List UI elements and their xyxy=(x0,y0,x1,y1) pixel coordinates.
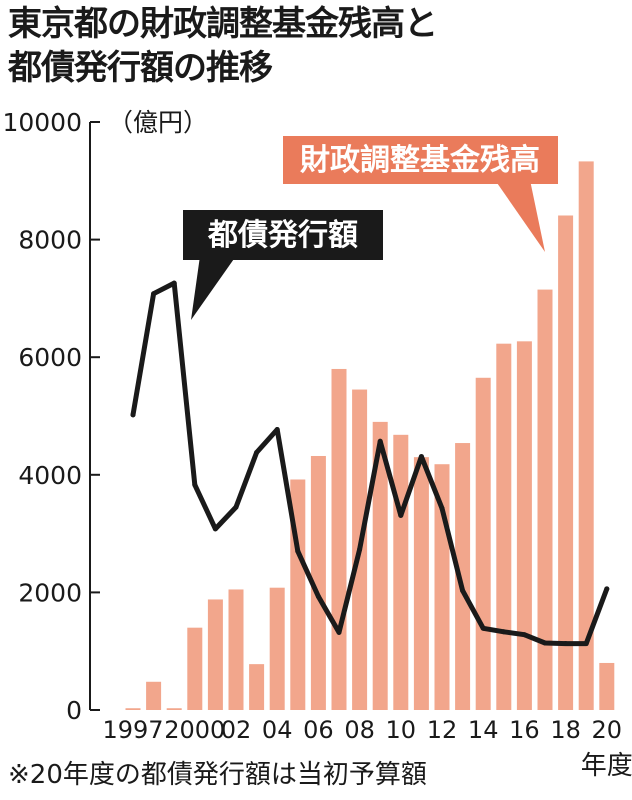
line-point-2014 xyxy=(480,625,486,631)
callouts: 都債発行額 財政調整基金残高 xyxy=(183,136,558,320)
bar-2004 xyxy=(269,587,285,710)
line-point-2010 xyxy=(398,512,404,518)
line-point-1999 xyxy=(171,280,177,286)
x-tick-label-2016: 16 xyxy=(509,716,540,744)
line-point-1997 xyxy=(130,412,136,418)
bar-2020 xyxy=(599,662,615,710)
x-tick-label-2006: 06 xyxy=(303,716,334,744)
line-point-2017 xyxy=(542,640,548,646)
line-point-2016 xyxy=(521,632,527,638)
y-tick-label-4000: 4000 xyxy=(18,461,82,490)
y-tick-label-0: 0 xyxy=(66,696,82,725)
y-axis-unit: （億円） xyxy=(108,108,208,137)
line-point-2011 xyxy=(418,454,424,460)
callout-fund-box xyxy=(283,136,558,184)
line-point-2000 xyxy=(192,482,198,488)
line-point-2004 xyxy=(274,427,280,433)
x-tick-label-2012: 12 xyxy=(427,716,458,744)
line-point-2001 xyxy=(212,526,218,532)
x-tick-label-2010: 10 xyxy=(386,716,417,744)
bar-2010 xyxy=(393,434,409,710)
line-point-2005 xyxy=(295,548,301,554)
bar-2014 xyxy=(475,377,491,710)
bar-2013 xyxy=(455,443,471,710)
x-tick-label-2020: 20 xyxy=(592,716,623,744)
callout-fund-label: 財政調整基金残高 xyxy=(300,143,540,178)
line-point-2019 xyxy=(583,641,589,647)
bar-2000 xyxy=(187,627,203,710)
line-point-2002 xyxy=(233,504,239,510)
bar-2007 xyxy=(331,368,347,710)
bar-2009 xyxy=(372,421,388,710)
x-tick-label-2002: 02 xyxy=(221,716,252,744)
y-tick-label-6000: 6000 xyxy=(18,343,82,372)
line-point-1998 xyxy=(151,291,157,297)
y-tick-label-2000: 2000 xyxy=(18,578,82,607)
callout-debt-label: 都債発行額 xyxy=(207,218,358,253)
x-tick-label-2000: 2000 xyxy=(164,716,225,744)
bar-1998 xyxy=(146,681,162,710)
line-point-2013 xyxy=(460,588,466,594)
callout-fund-pointer xyxy=(495,180,545,252)
x-tick-label-2014: 14 xyxy=(468,716,499,744)
bar-2006 xyxy=(310,455,326,710)
x-tick-label-1997: 1997 xyxy=(102,716,163,744)
title-line-1: 東京都の財政調整基金残高と xyxy=(8,4,438,44)
line-point-2018 xyxy=(563,641,569,647)
footnote: ※20年度の都債発行額は当初予算額 xyxy=(8,760,427,790)
bar-2017 xyxy=(537,289,553,710)
chart-title: 東京都の財政調整基金残高と 都債発行額の推移 xyxy=(8,2,438,90)
bar-2015 xyxy=(496,343,512,710)
x-tick-label-2018: 18 xyxy=(550,716,581,744)
bar-2019 xyxy=(578,161,594,710)
bar-1999 xyxy=(166,708,182,710)
bar-2002 xyxy=(228,589,244,710)
line-point-2009 xyxy=(377,438,383,444)
bar-2003 xyxy=(249,664,265,710)
line-point-2003 xyxy=(254,449,260,455)
line-point-2008 xyxy=(357,546,363,552)
bar-2011 xyxy=(413,457,429,710)
x-axis-unit: 年度 xyxy=(581,751,632,781)
line-point-2015 xyxy=(501,629,507,635)
line-point-2020 xyxy=(604,586,610,592)
x-tick-label-2004: 04 xyxy=(262,716,293,744)
line-point-2006 xyxy=(315,594,321,600)
bar-2016 xyxy=(516,341,532,710)
callout-debt-pointer xyxy=(191,256,236,320)
bar-1997 xyxy=(125,708,141,710)
x-tick-label-2008: 08 xyxy=(344,716,375,744)
line-point-2012 xyxy=(439,505,445,511)
y-tick-label-10000: 10000 xyxy=(2,108,82,137)
y-tick-label-8000: 8000 xyxy=(18,226,82,255)
line-series xyxy=(130,280,610,647)
line-point-2007 xyxy=(336,629,342,635)
bar-2001 xyxy=(207,599,223,710)
title-line-2: 都債発行額の推移 xyxy=(8,48,273,88)
callout-debt-box xyxy=(183,210,383,260)
line-path xyxy=(130,280,610,647)
bar-2018 xyxy=(558,215,574,710)
